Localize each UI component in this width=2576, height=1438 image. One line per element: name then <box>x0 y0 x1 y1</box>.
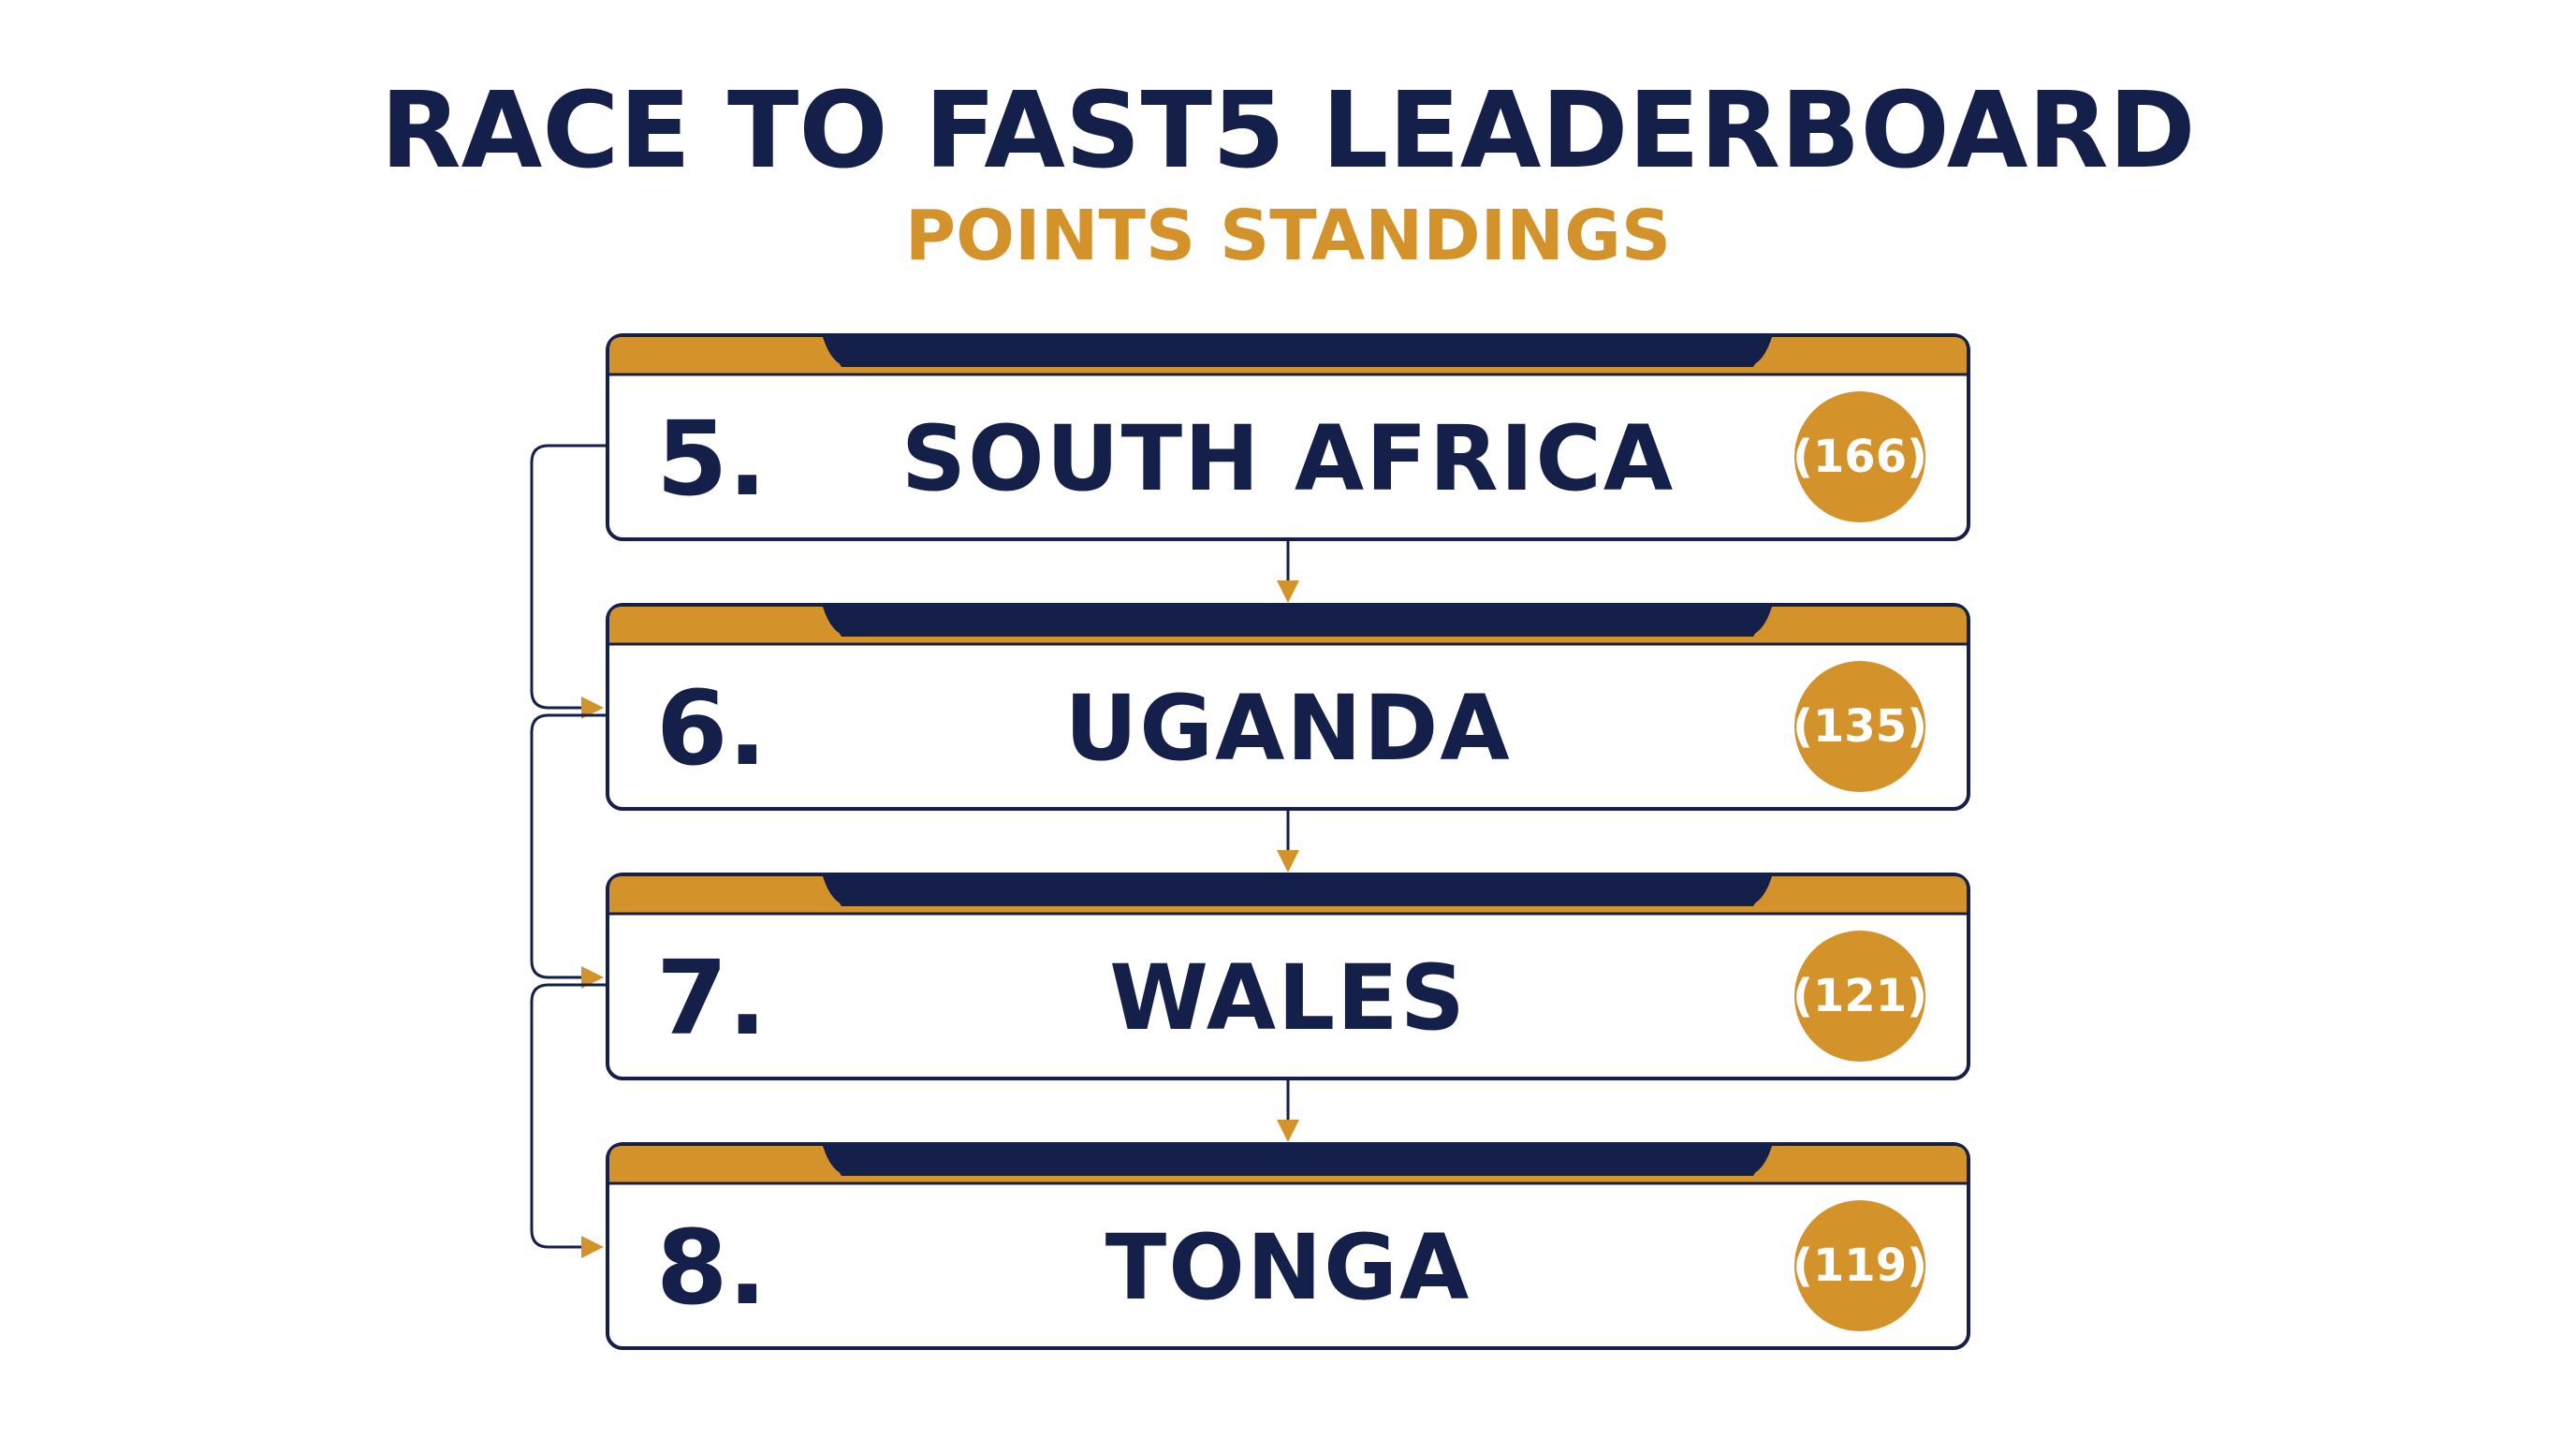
points-badge <box>1794 391 1925 522</box>
points-badge <box>1794 661 1925 792</box>
card-tab-body <box>823 876 1772 906</box>
side-connector <box>530 983 607 1258</box>
subtitle: POINTS STANDINGS <box>905 196 1671 276</box>
cards: 5. SOUTH AFRICA (166) 6. UGANDA (135) 7. WALES (… <box>530 333 1970 1350</box>
points: (119) <box>1793 1240 1927 1292</box>
side-connector <box>530 713 607 989</box>
points: (135) <box>1793 700 1927 753</box>
points: (166) <box>1793 431 1927 483</box>
card <box>606 603 1970 811</box>
card-tab-body <box>823 607 1772 637</box>
team-name: WALES <box>1109 946 1467 1050</box>
side-connector <box>530 444 607 719</box>
card-tab-body <box>823 337 1772 367</box>
card <box>606 873 1970 1080</box>
points-badge <box>1794 931 1925 1062</box>
team-name: UGANDA <box>1064 676 1511 781</box>
rank: 5. <box>656 399 767 519</box>
points-badge <box>1794 1200 1925 1331</box>
team-name: TONGA <box>1105 1215 1471 1320</box>
points: (121) <box>1793 970 1927 1022</box>
card <box>606 1142 1970 1350</box>
rank: 7. <box>656 938 767 1058</box>
card <box>606 333 1970 541</box>
rank: 6. <box>656 668 767 788</box>
card-tab-body <box>823 1146 1772 1176</box>
rank: 8. <box>656 1208 767 1328</box>
title: RACE TO FAST5 LEADERBOARD <box>380 70 2195 192</box>
team-name: SOUTH AFRICA <box>901 406 1675 511</box>
